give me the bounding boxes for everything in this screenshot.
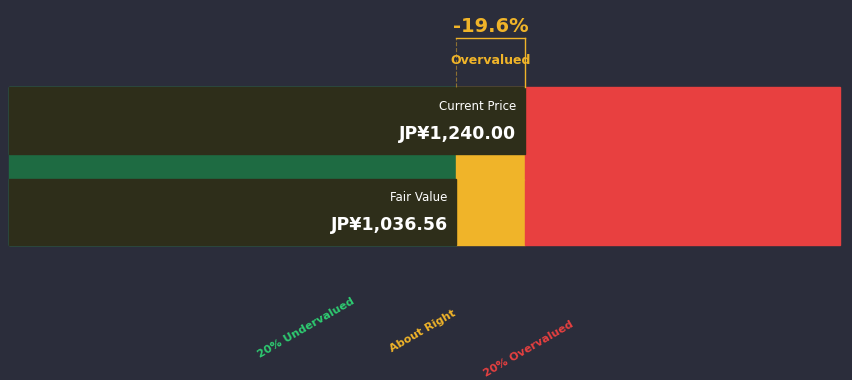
Bar bbox=[9, 154, 456, 179]
Bar bbox=[456, 87, 524, 154]
Bar bbox=[9, 179, 456, 245]
Bar bbox=[9, 179, 456, 245]
Bar bbox=[456, 179, 524, 245]
Bar bbox=[524, 154, 839, 179]
Text: -19.6%: -19.6% bbox=[452, 17, 527, 36]
Text: JP¥1,240.00: JP¥1,240.00 bbox=[399, 125, 515, 143]
Bar bbox=[9, 87, 524, 154]
Bar bbox=[524, 87, 839, 154]
Text: Overvalued: Overvalued bbox=[450, 54, 530, 67]
Bar bbox=[456, 154, 524, 179]
Text: About Right: About Right bbox=[388, 308, 457, 354]
Bar bbox=[524, 179, 839, 245]
Text: JP¥1,036.56: JP¥1,036.56 bbox=[331, 216, 447, 234]
Text: Current Price: Current Price bbox=[438, 100, 515, 112]
Text: 20% Undervalued: 20% Undervalued bbox=[256, 296, 355, 360]
Text: Fair Value: Fair Value bbox=[390, 191, 447, 204]
Bar bbox=[9, 87, 456, 154]
Text: 20% Overvalued: 20% Overvalued bbox=[481, 319, 574, 379]
